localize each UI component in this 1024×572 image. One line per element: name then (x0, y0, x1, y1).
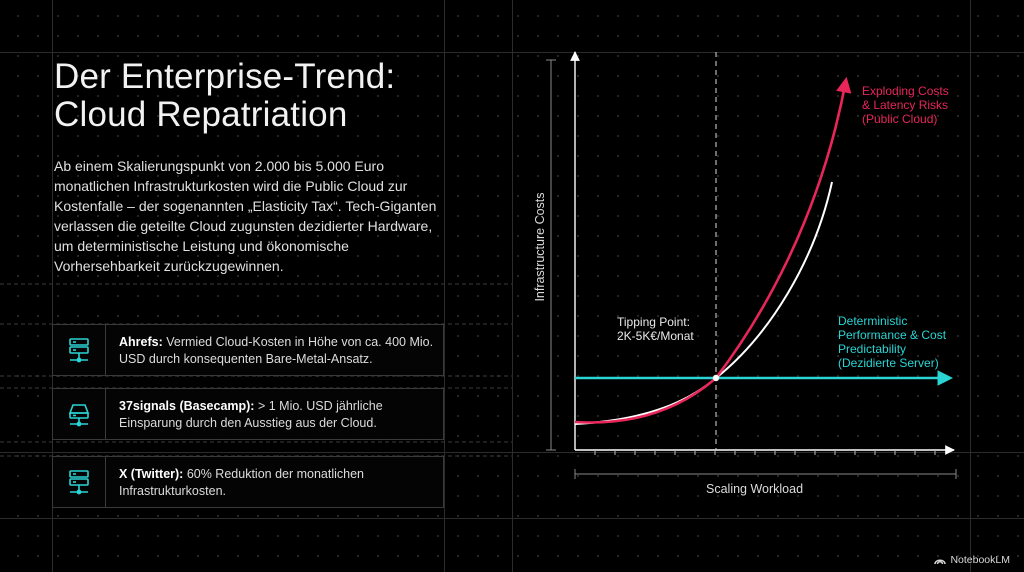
grid-line (0, 452, 1024, 453)
brand-notebooklm: NotebookLM (934, 554, 1010, 566)
case-text: 37signals (Basecamp): > 1 Mio. USD jährl… (119, 399, 383, 430)
tipping-point-label: Tipping Point: 2K-5K€/Monat (617, 315, 694, 343)
title-line-2: Cloud Repatriation (54, 95, 348, 134)
server-icon (53, 325, 106, 375)
page-title: Der Enterprise-Trend: Cloud Repatriation (54, 58, 395, 134)
storage-network-icon (53, 389, 106, 439)
y-axis-label: Infrastructure Costs (533, 192, 547, 302)
server-icon (53, 457, 106, 507)
reference-curve (574, 181, 833, 425)
grid-line (52, 0, 53, 572)
public-cloud-curve (574, 76, 852, 424)
case-card-x-twitter: X (Twitter): 60% Reduktion der monatlich… (52, 456, 444, 508)
x-axis-label: Scaling Workload (706, 482, 804, 496)
grid-line (970, 0, 971, 572)
grid-line (512, 0, 513, 572)
case-text: X (Twitter): 60% Reduktion der monatlich… (119, 467, 365, 498)
case-text: Ahrefs: Vermied Cloud-Kosten in Höhe von… (119, 335, 434, 366)
case-card-ahrefs: Ahrefs: Vermied Cloud-Kosten in Höhe von… (52, 324, 444, 376)
public-cloud-label: Exploding Costs & Latency Risks (Public … (862, 84, 949, 126)
brand-name: NotebookLM (950, 554, 1010, 566)
x-axis-ticks (594, 450, 936, 455)
grid-line (0, 518, 1024, 519)
intro-paragraph: Ab einem Skalierungspunkt von 2.000 bis … (54, 158, 437, 274)
dedicated-server-label: Deterministic Performance & Cost Predict… (838, 314, 947, 370)
notebooklm-logo-icon (934, 559, 947, 565)
grid-line (0, 52, 1024, 53)
tipping-point-marker (712, 374, 720, 382)
grid-line (444, 0, 445, 572)
case-card-37signals: 37signals (Basecamp): > 1 Mio. USD jährl… (52, 388, 444, 440)
title-line-1: Der Enterprise-Trend: (54, 57, 396, 96)
